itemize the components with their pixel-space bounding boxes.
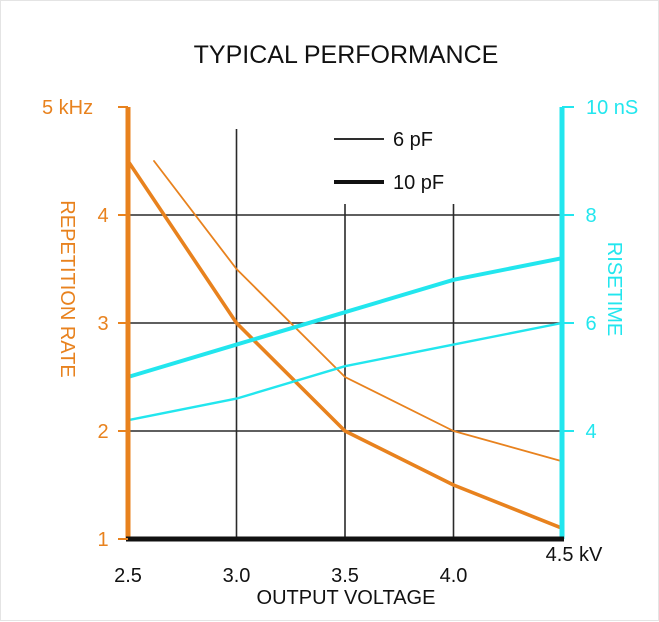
- series-repetition-6pF: [153, 160, 563, 463]
- x-axis-label: OUTPUT VOLTAGE: [257, 587, 436, 609]
- y-right-top-label: 10 nS: [586, 97, 638, 119]
- y-axis-right-label: RISETIME: [603, 242, 625, 336]
- legend-label-10pF: 10 pF: [393, 172, 444, 194]
- grid-lines: [128, 129, 562, 539]
- tick-labels: 2.5 3.0 3.5 4.0 4.5 kV 1 2 3 4 5 kHz 4 6 8 10 nS: [42, 97, 638, 587]
- legend-label-6pF: 6 pF: [393, 129, 433, 151]
- series-layer: [126, 159, 564, 531]
- series-risetime-10pF: [126, 256, 564, 379]
- y-left-tick-label: 4: [97, 205, 108, 227]
- y-right-tick-label: 4: [585, 421, 596, 443]
- series-repetition-10pF: [126, 159, 564, 531]
- y-left-tick-label: 2: [97, 421, 108, 443]
- x-tick-label: 2.5: [114, 565, 142, 587]
- legend: 6 pF 10 pF: [334, 129, 444, 194]
- axes: [118, 106, 574, 542]
- y-axis-left-label: REPETITION RATE: [56, 200, 78, 377]
- y-right-tick-label: 8: [585, 205, 596, 227]
- series-risetime-6pF: [126, 321, 564, 422]
- y-left-tick-label: 1: [97, 529, 108, 551]
- x-tick-label: 4.0: [440, 565, 468, 587]
- x-tick-label: 3.0: [223, 565, 251, 587]
- x-tick-label: 3.5: [331, 565, 359, 587]
- y-left-tick-label: 3: [97, 313, 108, 335]
- chart-title: TYPICAL PERFORMANCE: [194, 41, 499, 69]
- y-right-tick-label: 6: [585, 313, 596, 335]
- y-left-top-label: 5 kHz: [42, 97, 93, 119]
- x-tick-label-end: 4.5 kV: [546, 544, 603, 566]
